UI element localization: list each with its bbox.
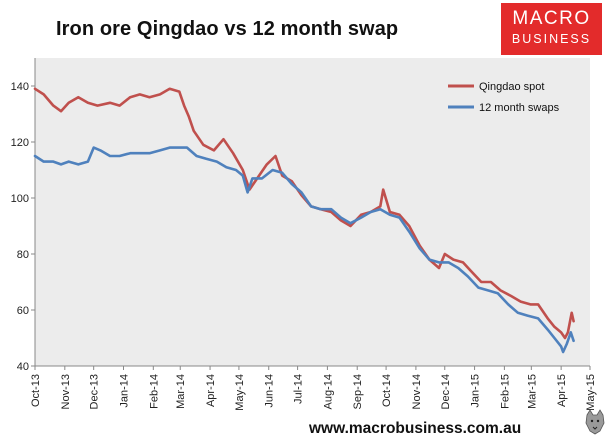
y-tick-label: 80 [17, 249, 29, 261]
legend-label: 12 month swaps [479, 102, 560, 114]
y-tick-label: 60 [17, 305, 29, 317]
x-tick-label: Jul-14 [293, 374, 305, 404]
legend: Qingdao spot 12 month swaps [448, 81, 560, 114]
x-tick-label: May-15 [585, 374, 597, 411]
chart-axes: 40 60 80 100 120 140 Oct-13 Nov-13 Dec-13 Jan-14 F… [11, 58, 597, 411]
x-tick-label: Oct-14 [381, 374, 393, 407]
y-tick-label: 140 [11, 81, 29, 93]
wolf-icon [585, 409, 605, 435]
macrobusiness-logo: MACRO BUSINESS [501, 3, 602, 55]
x-tick-label: Jan-14 [118, 374, 130, 408]
plot-area [35, 58, 590, 366]
x-tick-label: Nov-14 [411, 374, 423, 409]
series-line-12-month-swaps [33, 146, 575, 354]
x-tick-label: Mar-14 [175, 374, 187, 409]
x-tick-label: Aug-14 [322, 374, 334, 409]
logo-line-business: BUSINESS [511, 32, 592, 46]
chart-title: Iron ore Qingdao vs 12 month swap [56, 18, 399, 40]
x-tick-label: Mar-15 [526, 374, 538, 409]
x-tick-label: Jan-15 [470, 374, 482, 408]
x-tick-label: Feb-15 [499, 374, 511, 409]
x-tick-label: May-14 [234, 374, 246, 411]
x-tick-label: Oct-13 [30, 374, 42, 407]
footer-url: www.macrobusiness.com.au [309, 420, 522, 437]
x-tick-label: Dec-14 [440, 374, 452, 409]
y-tick-label: 120 [11, 137, 29, 149]
x-tick-label: Apr-14 [205, 374, 217, 407]
x-tick-label: Nov-13 [60, 374, 72, 409]
x-tick-label: Dec-13 [89, 374, 101, 409]
y-tick-label: 100 [11, 193, 29, 205]
x-tick-label: Apr-15 [556, 374, 568, 407]
series-layer [33, 87, 575, 354]
logo-line-macro: MACRO [512, 8, 591, 29]
legend-label: Qingdao spot [479, 81, 544, 93]
x-tick-label: Jun-14 [264, 374, 276, 408]
y-tick-label: 40 [17, 361, 29, 373]
x-tick-label: Sep-14 [352, 374, 364, 409]
x-tick-label: Feb-14 [148, 374, 160, 409]
